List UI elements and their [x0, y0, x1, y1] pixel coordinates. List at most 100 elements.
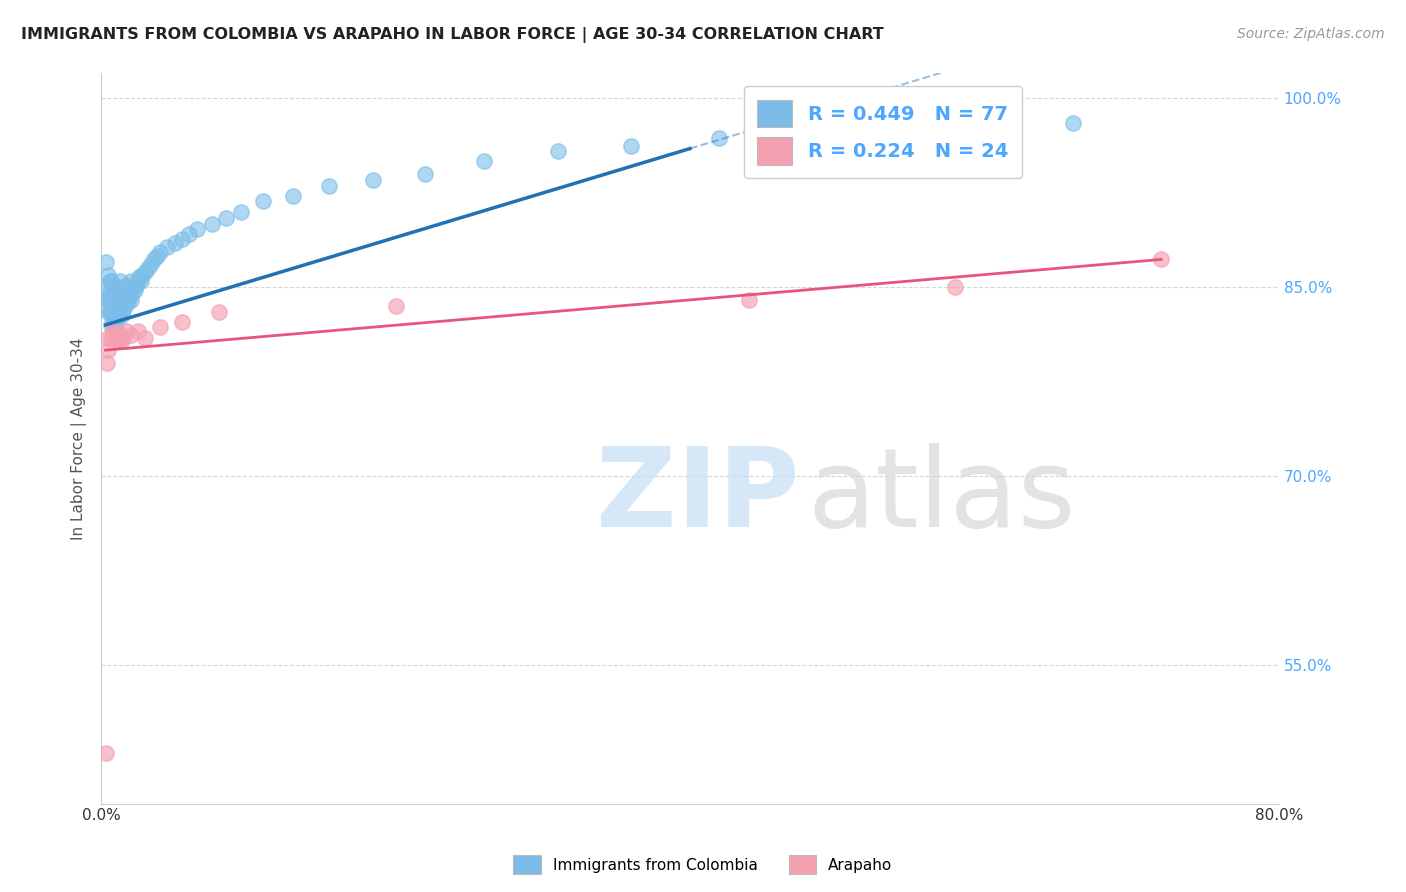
Point: [103, 318, 125, 332]
Point: [318, 179, 340, 194]
Point: [172, 315, 194, 329]
Point: [112, 286, 135, 301]
Point: [115, 324, 138, 338]
Legend: R = 0.449   N = 77, R = 0.224   N = 24: R = 0.449 N = 77, R = 0.224 N = 24: [744, 87, 1022, 178]
Point: [134, 330, 156, 344]
Point: [547, 144, 569, 158]
Text: Source: ZipAtlas.com: Source: ZipAtlas.com: [1237, 27, 1385, 41]
Point: [105, 308, 128, 322]
Point: [100, 305, 122, 319]
Point: [112, 302, 135, 317]
Point: [149, 320, 172, 334]
Point: [1062, 116, 1084, 130]
Point: [101, 311, 124, 326]
Point: [709, 131, 731, 145]
Point: [101, 324, 124, 338]
Point: [98, 274, 121, 288]
Point: [1150, 252, 1173, 267]
Legend: Immigrants from Colombia, Arapaho: Immigrants from Colombia, Arapaho: [508, 849, 898, 880]
Point: [112, 330, 135, 344]
Point: [105, 280, 128, 294]
Point: [229, 204, 252, 219]
Text: ZIP: ZIP: [596, 443, 799, 550]
Point: [104, 328, 127, 343]
Point: [103, 286, 125, 301]
Point: [104, 318, 127, 332]
Point: [120, 274, 142, 288]
Point: [117, 295, 139, 310]
Point: [110, 328, 132, 343]
Point: [914, 119, 936, 133]
Point: [103, 330, 125, 344]
Point: [149, 244, 172, 259]
Point: [200, 217, 222, 231]
Point: [115, 293, 138, 307]
Point: [172, 232, 194, 246]
Point: [110, 293, 132, 307]
Point: [114, 283, 136, 297]
Point: [107, 308, 129, 322]
Point: [125, 277, 148, 292]
Point: [110, 305, 132, 319]
Point: [111, 289, 134, 303]
Point: [131, 268, 153, 282]
Point: [97, 330, 120, 344]
Point: [121, 286, 143, 301]
Point: [117, 280, 139, 294]
Point: [943, 280, 966, 294]
Point: [156, 240, 179, 254]
Point: [97, 343, 120, 358]
Point: [134, 265, 156, 279]
Text: IMMIGRANTS FROM COLOMBIA VS ARAPAHO IN LABOR FORCE | AGE 30-34 CORRELATION CHART: IMMIGRANTS FROM COLOMBIA VS ARAPAHO IN L…: [21, 27, 884, 43]
Point: [215, 211, 238, 225]
Point: [620, 139, 643, 153]
Point: [146, 249, 169, 263]
Point: [107, 330, 129, 344]
Point: [111, 308, 134, 322]
Point: [472, 154, 495, 169]
Point: [738, 293, 761, 307]
Point: [811, 127, 834, 141]
Point: [94, 746, 117, 760]
Point: [141, 257, 163, 271]
Point: [104, 299, 127, 313]
Point: [115, 277, 138, 292]
Point: [104, 283, 127, 297]
Point: [384, 299, 406, 313]
Point: [114, 299, 136, 313]
Point: [100, 274, 122, 288]
Point: [97, 268, 120, 282]
Point: [128, 270, 150, 285]
Point: [143, 252, 166, 267]
Point: [105, 333, 128, 347]
Point: [94, 255, 117, 269]
Point: [186, 222, 208, 236]
Point: [252, 194, 274, 209]
Point: [111, 333, 134, 347]
Point: [124, 283, 146, 297]
Point: [127, 324, 149, 338]
Point: [100, 293, 122, 307]
Point: [129, 274, 152, 288]
Point: [413, 167, 436, 181]
Point: [96, 356, 118, 370]
Point: [107, 290, 129, 304]
Point: [98, 286, 121, 301]
Point: [105, 295, 128, 310]
Point: [100, 318, 122, 332]
Point: [281, 189, 304, 203]
Point: [363, 173, 385, 187]
Text: atlas: atlas: [808, 443, 1077, 550]
Point: [96, 293, 118, 307]
Point: [103, 305, 125, 319]
Point: [120, 328, 142, 343]
Point: [97, 305, 120, 319]
Point: [110, 274, 132, 288]
Point: [127, 274, 149, 288]
Point: [136, 261, 159, 276]
Point: [118, 290, 141, 304]
Point: [120, 293, 142, 307]
Point: [208, 305, 231, 319]
Point: [101, 280, 124, 294]
Y-axis label: In Labor Force | Age 30-34: In Labor Force | Age 30-34: [72, 337, 87, 540]
